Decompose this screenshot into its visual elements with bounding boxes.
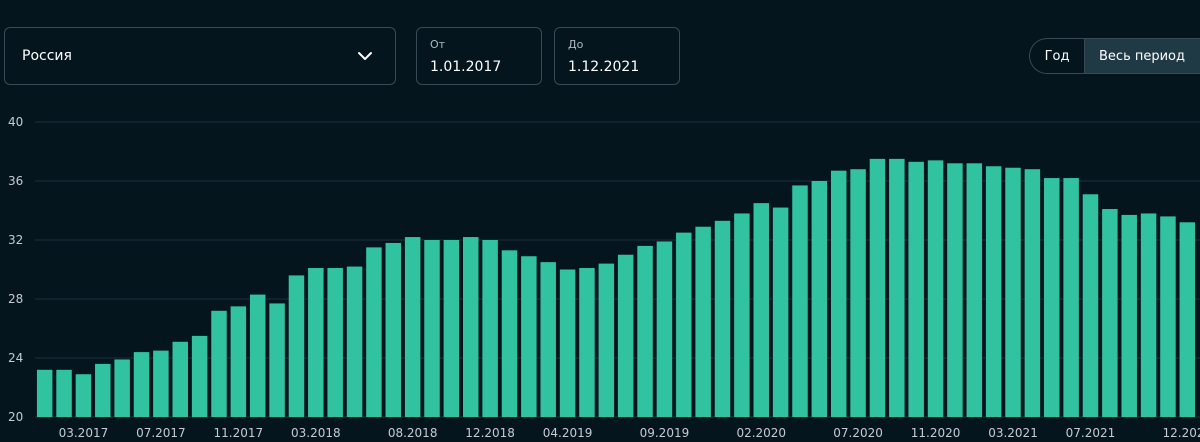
bar xyxy=(308,268,324,417)
bar xyxy=(1160,216,1176,417)
bar xyxy=(269,303,285,417)
date-to-value: 1.12.2021 xyxy=(568,59,640,75)
bar xyxy=(191,335,208,417)
bar xyxy=(1140,213,1157,417)
bar xyxy=(1102,209,1118,417)
bar xyxy=(1063,178,1079,417)
region-select-value: Россия xyxy=(22,48,72,64)
bar xyxy=(1082,194,1099,417)
bar xyxy=(327,268,343,417)
period-option-year[interactable]: Год xyxy=(1030,39,1085,73)
bar xyxy=(36,369,53,417)
bar xyxy=(889,158,905,417)
bar xyxy=(424,240,440,417)
bar xyxy=(540,262,556,417)
bar xyxy=(579,268,595,417)
y-tick-label: 28 xyxy=(8,292,23,306)
x-tick-label: 11.2020 xyxy=(911,426,961,440)
bar xyxy=(385,242,402,417)
bar xyxy=(133,352,150,417)
region-select[interactable]: Россия xyxy=(4,27,396,85)
bar xyxy=(695,226,711,417)
date-from-value: 1.01.2017 xyxy=(430,59,502,75)
x-tick-label: 08.2018 xyxy=(388,426,438,440)
bar xyxy=(869,158,886,417)
bar xyxy=(366,247,382,417)
bar xyxy=(772,207,789,417)
bar xyxy=(1005,167,1021,417)
bar xyxy=(753,203,769,417)
x-tick-label: 11.2017 xyxy=(214,426,264,440)
bar xyxy=(288,275,305,417)
x-tick-label: 02.2020 xyxy=(736,426,786,440)
x-tick-label: 03.2017 xyxy=(59,426,109,440)
bar xyxy=(811,181,828,417)
date-from-field[interactable]: От 1.01.2017 xyxy=(416,27,542,85)
bar xyxy=(734,213,750,417)
bar xyxy=(908,161,924,417)
date-from-label: От xyxy=(430,38,446,51)
bar xyxy=(501,250,518,417)
bar xyxy=(211,310,227,417)
bar xyxy=(75,374,92,417)
bar xyxy=(714,220,731,417)
y-tick-label: 40 xyxy=(8,115,23,129)
bar xyxy=(172,341,188,417)
bar xyxy=(1024,169,1041,417)
date-to-field[interactable]: До 1.12.2021 xyxy=(554,27,680,85)
bar xyxy=(617,254,634,417)
bar xyxy=(482,240,498,417)
bar xyxy=(249,294,266,417)
bar xyxy=(153,350,169,417)
bar xyxy=(656,241,673,417)
bar xyxy=(676,232,692,417)
bar-chart: 20 24 28 32 36 40 03.2017 07.2017 11.2017 03.2018… xyxy=(8,115,1200,440)
x-tick-label: 12.2018 xyxy=(465,426,515,440)
bar xyxy=(114,359,130,417)
x-tick-label: 03.2018 xyxy=(291,426,341,440)
x-tick-label: 09.2019 xyxy=(640,426,690,440)
date-to-label: До xyxy=(568,38,584,51)
bar xyxy=(463,237,479,417)
bar xyxy=(521,256,537,417)
x-tick-label: 07.2021 xyxy=(1066,426,1116,440)
y-tick-label: 32 xyxy=(8,233,23,247)
bar xyxy=(927,160,944,417)
x-tick-label: 07.2017 xyxy=(136,426,186,440)
bar xyxy=(443,240,460,417)
y-tick-label: 20 xyxy=(8,410,23,424)
bar xyxy=(966,163,983,417)
bar xyxy=(947,163,963,417)
x-tick-label: 07.2020 xyxy=(833,426,883,440)
bar xyxy=(230,306,247,417)
bar xyxy=(1179,222,1196,417)
x-tick-label: 12.2021 xyxy=(1163,426,1200,440)
bar xyxy=(792,185,808,417)
chevron-down-icon xyxy=(358,52,372,60)
period-option-all[interactable]: Весь период xyxy=(1085,39,1200,73)
bar xyxy=(559,269,576,417)
x-tick-label: 03.2021 xyxy=(988,426,1038,440)
bar xyxy=(985,166,1002,417)
y-tick-label: 24 xyxy=(8,351,23,365)
bar xyxy=(637,245,653,417)
y-tick-label: 36 xyxy=(8,174,23,188)
bar xyxy=(346,266,363,417)
bar xyxy=(598,263,615,417)
bar xyxy=(56,369,72,417)
bar xyxy=(404,237,421,417)
bar xyxy=(850,169,866,417)
bar xyxy=(1044,178,1060,417)
bar xyxy=(95,363,111,417)
bar xyxy=(1121,214,1137,417)
bar xyxy=(830,170,847,417)
period-toggle: Год Весь период xyxy=(1029,38,1200,74)
x-tick-label: 04.2019 xyxy=(543,426,593,440)
